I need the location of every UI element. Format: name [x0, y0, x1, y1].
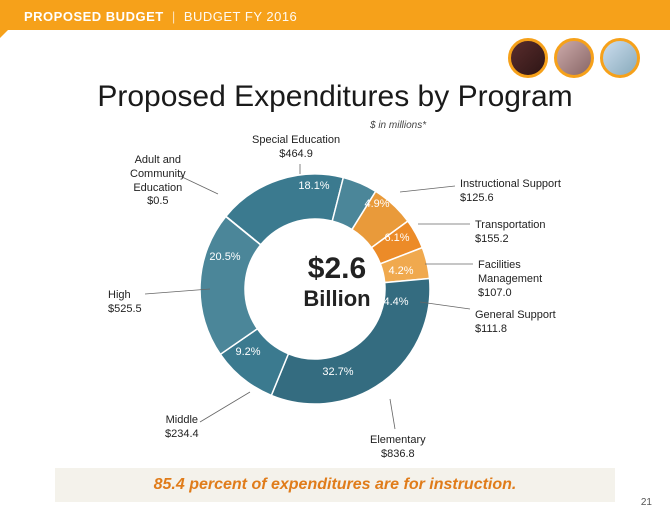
- header-text: PROPOSED BUDGET | BUDGET FY 2016: [24, 9, 297, 24]
- header-light: BUDGET FY 2016: [184, 9, 297, 24]
- avatar-row: [508, 38, 640, 78]
- page-number: 21: [641, 497, 652, 508]
- slice-pct: 6.1%: [384, 232, 409, 244]
- slice-label: Special Education$464.9: [252, 134, 340, 162]
- slice-label: General Support$111.8: [475, 309, 556, 337]
- slice-label: FacilitiesManagement$107.0: [478, 259, 542, 300]
- avatar: [600, 38, 640, 78]
- leader-line: [400, 186, 455, 192]
- slice-pct: 4.2%: [388, 265, 413, 277]
- header-bold: PROPOSED BUDGET: [24, 9, 164, 24]
- leader-line: [200, 392, 250, 422]
- header-sep: |: [172, 9, 176, 24]
- slice-pct: 9.2%: [235, 346, 260, 358]
- slice-pct: 4.9%: [364, 198, 389, 210]
- avatar: [554, 38, 594, 78]
- slice-label: Middle$234.4: [165, 414, 199, 442]
- slice-pct: 4.4%: [383, 296, 408, 308]
- slide-title: Proposed Expenditures by Program: [0, 80, 670, 114]
- summary-banner: 85.4 percent of expenditures are for ins…: [55, 468, 615, 502]
- leader-line: [390, 399, 395, 429]
- slice-label: Instructional Support$125.6: [460, 178, 561, 206]
- donut-chart: $ in millions* $2.6 Billion Special Educ…: [0, 114, 670, 464]
- slice-pct: 32.7%: [322, 366, 353, 378]
- slice-label: Adult andCommunityEducation$0.5: [130, 154, 186, 209]
- slice-label: Elementary$836.8: [370, 434, 426, 462]
- slice-label: Transportation$155.2: [475, 219, 546, 247]
- banner-text: 85.4 percent of expenditures are for ins…: [154, 476, 517, 493]
- slice-pct: 18.1%: [298, 180, 329, 192]
- center-value: $2.6: [272, 252, 402, 286]
- avatar: [508, 38, 548, 78]
- slice-pct: 20.5%: [209, 251, 240, 263]
- slice-label: High$525.5: [108, 289, 142, 317]
- header-bar: PROPOSED BUDGET | BUDGET FY 2016: [0, 0, 670, 38]
